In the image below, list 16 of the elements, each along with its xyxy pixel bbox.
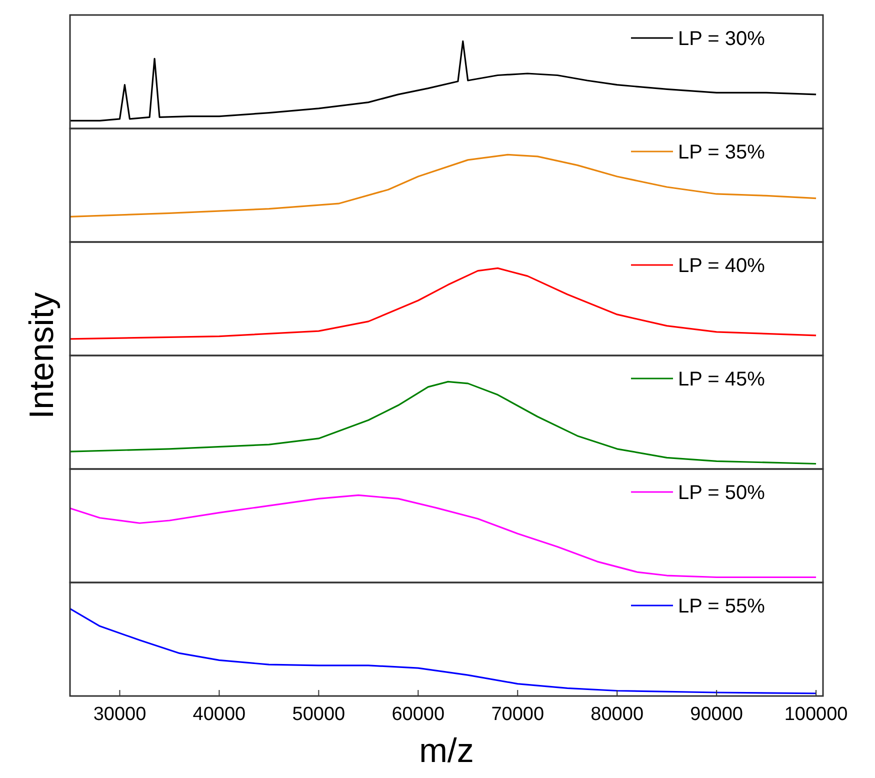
x-tick-label: 40000 [192,704,246,725]
legend-label: LP = 40% [678,255,766,277]
x-tick-label: 80000 [590,704,644,725]
legend-label: LP = 50% [678,482,766,504]
x-axis-title: m/z [419,732,474,770]
legend-label: LP = 35% [678,142,766,164]
x-tick-label: 30000 [93,704,146,725]
x-tick-label: 60000 [392,704,445,725]
legend-label: LP = 30% [678,28,766,50]
x-tick-label: 90000 [690,704,743,725]
x-tick-label: 100000 [784,704,848,725]
x-tick-label: 70000 [491,704,544,725]
x-tick-label: 50000 [292,704,346,725]
legend-label: LP = 45% [678,368,766,390]
y-axis-title: Intensity [23,292,61,419]
legend-label: LP = 55% [678,596,766,618]
